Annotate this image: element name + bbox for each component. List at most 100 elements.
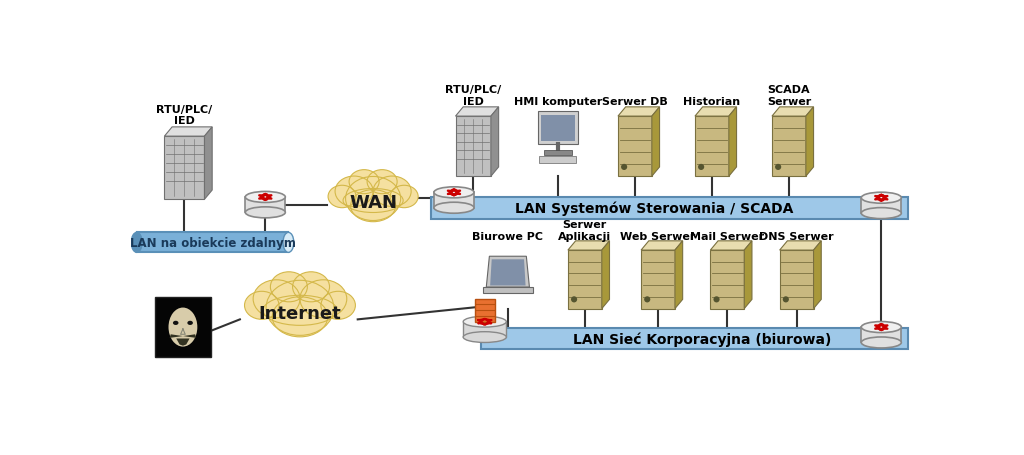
- Polygon shape: [744, 241, 752, 309]
- Bar: [568, 251, 602, 309]
- Text: SCADA
Serwer: SCADA Serwer: [767, 85, 811, 107]
- Ellipse shape: [253, 280, 300, 318]
- Circle shape: [775, 164, 781, 171]
- Polygon shape: [652, 108, 659, 177]
- Polygon shape: [675, 241, 683, 309]
- Ellipse shape: [861, 193, 901, 204]
- Ellipse shape: [373, 177, 412, 207]
- Ellipse shape: [266, 281, 334, 336]
- Circle shape: [782, 297, 788, 303]
- Polygon shape: [711, 241, 752, 251]
- Ellipse shape: [463, 332, 506, 343]
- Bar: [246, 197, 286, 213]
- Ellipse shape: [434, 187, 474, 198]
- Bar: [541, 115, 574, 142]
- Bar: [695, 117, 729, 177]
- Ellipse shape: [345, 177, 400, 221]
- Polygon shape: [779, 241, 821, 251]
- Ellipse shape: [270, 272, 307, 302]
- Ellipse shape: [343, 189, 403, 213]
- Bar: [156, 298, 211, 357]
- Ellipse shape: [861, 208, 901, 219]
- Polygon shape: [490, 260, 525, 286]
- Circle shape: [571, 297, 578, 303]
- Bar: [475, 299, 495, 322]
- Polygon shape: [772, 108, 813, 117]
- Polygon shape: [568, 241, 609, 251]
- Bar: [137, 233, 289, 253]
- Ellipse shape: [169, 308, 198, 347]
- Text: RTU/PLC/
IED: RTU/PLC/ IED: [157, 105, 213, 126]
- Text: WAN: WAN: [349, 194, 397, 212]
- Text: DNS Serwer: DNS Serwer: [760, 231, 834, 241]
- Ellipse shape: [861, 337, 901, 348]
- Polygon shape: [695, 108, 736, 117]
- Text: Serwer DB: Serwer DB: [602, 97, 668, 107]
- Bar: [540, 157, 577, 164]
- Ellipse shape: [272, 297, 328, 337]
- Ellipse shape: [293, 272, 330, 302]
- Bar: [165, 137, 205, 200]
- Bar: [434, 193, 474, 208]
- Ellipse shape: [187, 321, 193, 325]
- Bar: [538, 112, 578, 145]
- Bar: [483, 288, 532, 293]
- Bar: [481, 328, 908, 349]
- Ellipse shape: [335, 177, 373, 207]
- Ellipse shape: [246, 192, 286, 203]
- Polygon shape: [490, 108, 499, 177]
- Text: Historian: Historian: [683, 97, 740, 107]
- Circle shape: [698, 164, 705, 171]
- Polygon shape: [170, 334, 183, 338]
- Bar: [711, 251, 744, 309]
- Polygon shape: [641, 241, 683, 251]
- Bar: [544, 151, 571, 155]
- Ellipse shape: [283, 233, 294, 253]
- Text: HMI komputer: HMI komputer: [514, 97, 602, 107]
- Ellipse shape: [434, 203, 474, 214]
- Ellipse shape: [350, 190, 395, 222]
- Polygon shape: [806, 108, 813, 177]
- Ellipse shape: [131, 233, 142, 253]
- Polygon shape: [729, 108, 736, 177]
- Ellipse shape: [390, 186, 418, 208]
- Ellipse shape: [321, 292, 355, 319]
- Polygon shape: [183, 334, 197, 338]
- Text: Biurowe PC: Biurowe PC: [472, 231, 544, 241]
- Ellipse shape: [861, 322, 901, 333]
- Text: RTU/PLC/
IED: RTU/PLC/ IED: [445, 85, 502, 107]
- Bar: [617, 117, 652, 177]
- Bar: [463, 322, 506, 337]
- Bar: [861, 327, 901, 343]
- Circle shape: [621, 164, 628, 171]
- Text: LAN Sieć Korporacyjna (biurowa): LAN Sieć Korporacyjna (biurowa): [573, 332, 831, 346]
- Polygon shape: [456, 108, 499, 117]
- Text: Serwer
Aplikacji: Serwer Aplikacji: [558, 220, 611, 241]
- Polygon shape: [176, 339, 189, 346]
- Ellipse shape: [349, 170, 379, 194]
- Ellipse shape: [245, 292, 279, 319]
- Ellipse shape: [246, 207, 286, 218]
- Polygon shape: [813, 241, 821, 309]
- Polygon shape: [602, 241, 609, 309]
- Text: LAN Systemów Sterowania / SCADA: LAN Systemów Sterowania / SCADA: [515, 201, 794, 216]
- Ellipse shape: [328, 186, 356, 208]
- Circle shape: [644, 297, 650, 303]
- Polygon shape: [165, 127, 212, 137]
- Ellipse shape: [368, 170, 397, 194]
- Polygon shape: [486, 257, 529, 288]
- Bar: [861, 198, 901, 214]
- Bar: [456, 117, 490, 177]
- Ellipse shape: [263, 296, 337, 326]
- Bar: [772, 117, 806, 177]
- Ellipse shape: [300, 280, 347, 318]
- Ellipse shape: [463, 317, 506, 327]
- Circle shape: [714, 297, 720, 303]
- Ellipse shape: [173, 321, 178, 325]
- Text: Mail Serwer: Mail Serwer: [690, 231, 764, 241]
- Text: LAN na obiekcie zdalnym: LAN na obiekcie zdalnym: [130, 236, 296, 249]
- Bar: [431, 197, 908, 219]
- Text: Internet: Internet: [259, 304, 341, 322]
- Bar: [779, 251, 813, 309]
- Polygon shape: [617, 108, 659, 117]
